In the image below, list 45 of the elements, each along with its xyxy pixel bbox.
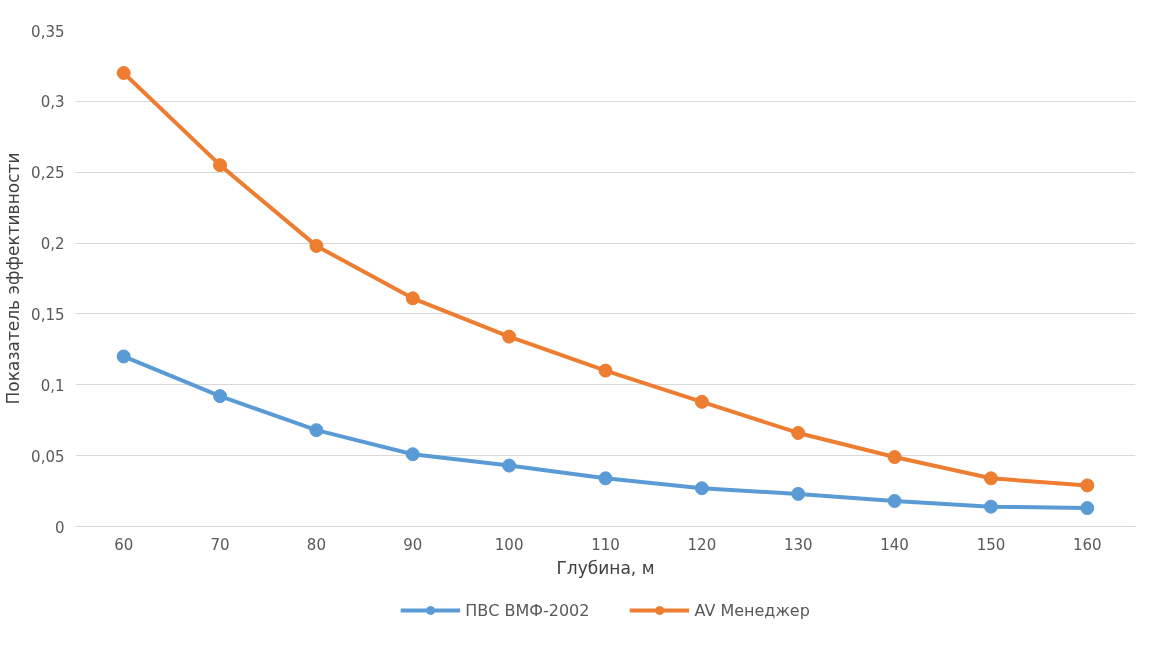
point <box>309 238 324 253</box>
point <box>213 389 228 404</box>
point <box>983 471 998 486</box>
point <box>598 471 613 486</box>
point <box>502 329 517 344</box>
point <box>983 499 998 514</box>
point <box>502 458 517 473</box>
x-tick-label: 90 <box>403 535 423 554</box>
point <box>791 425 806 440</box>
point <box>694 481 709 496</box>
x-tick-label: 140 <box>880 535 909 554</box>
legend-label: ПВС ВМФ-2002 <box>465 600 590 620</box>
point <box>887 494 902 508</box>
point <box>598 363 613 378</box>
point <box>694 394 709 409</box>
legend-label: AV Менеджер <box>694 600 810 620</box>
y-tick-label: 0,1 <box>40 376 65 395</box>
y-tick-label: 0,3 <box>40 93 65 112</box>
point <box>887 450 902 465</box>
point <box>1080 501 1095 516</box>
point <box>213 158 228 173</box>
point <box>116 66 131 80</box>
y-tick-label: 0,35 <box>31 22 65 41</box>
x-tick-label: 150 <box>976 535 1006 554</box>
point <box>116 349 131 364</box>
x-tick-label: 110 <box>591 535 620 554</box>
point <box>405 291 420 306</box>
point <box>791 486 806 501</box>
y-axis-title: Показатель эффективности <box>3 152 24 405</box>
y-tick-label: 0 <box>54 518 65 537</box>
y-tick-label: 0,05 <box>31 447 65 466</box>
x-tick-label: 120 <box>687 535 717 554</box>
x-tick-label: 160 <box>1073 535 1102 554</box>
x-tick-label: 60 <box>114 535 134 554</box>
point <box>405 447 420 462</box>
x-tick-label: 70 <box>210 535 230 554</box>
x-tick-label: 130 <box>783 535 813 554</box>
y-tick-label: 0,25 <box>31 164 65 183</box>
y-tick-label: 0,15 <box>31 305 65 324</box>
x-tick-label: 100 <box>494 535 524 554</box>
x-tick-label: 80 <box>306 535 326 554</box>
y-tick-label: 0,2 <box>40 235 65 254</box>
point <box>309 423 324 438</box>
x-axis-title: Глубина, м <box>556 557 655 578</box>
point <box>1080 478 1095 493</box>
